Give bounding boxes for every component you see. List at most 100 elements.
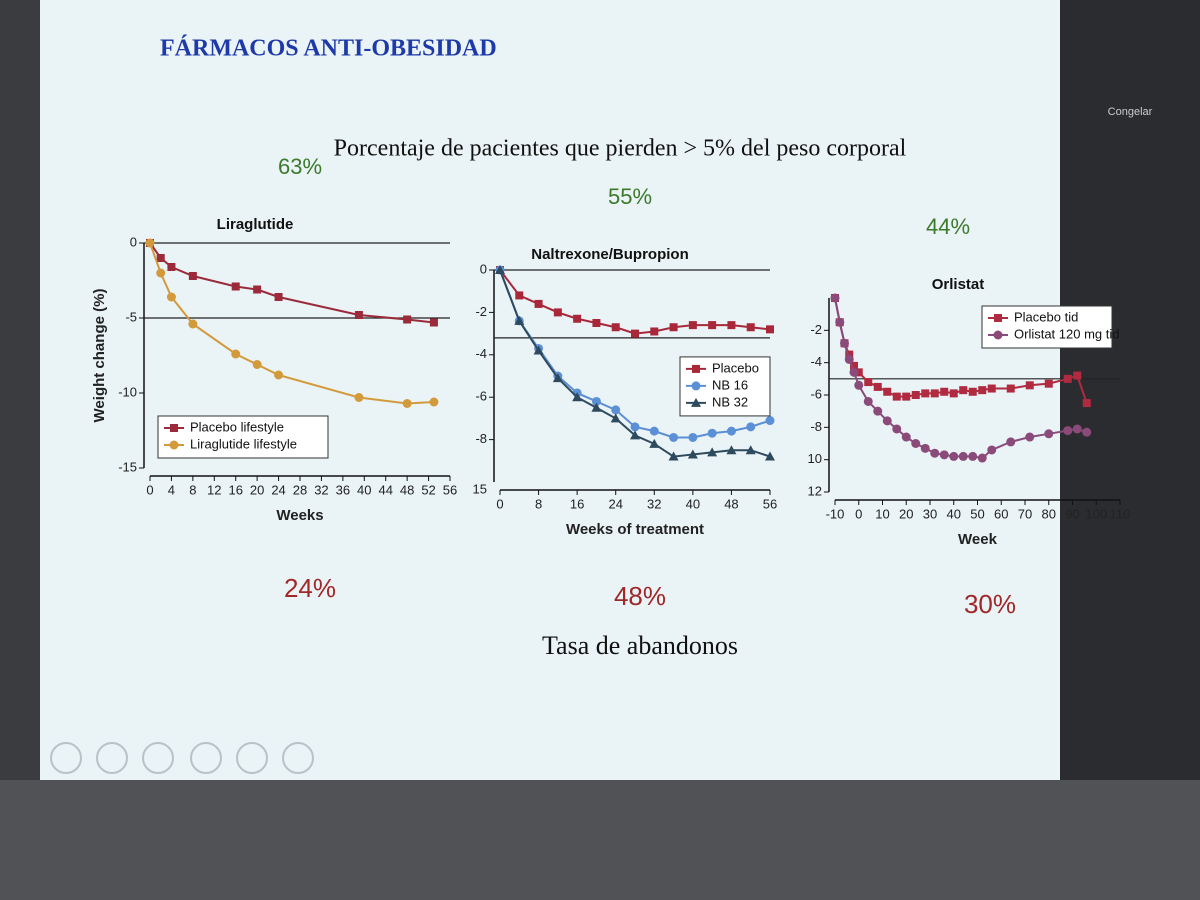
x-tick-label: 40 bbox=[357, 482, 371, 497]
y-tick-label: 10 bbox=[808, 451, 822, 466]
nav-buttons bbox=[50, 742, 314, 774]
marker bbox=[940, 387, 949, 396]
dropout-rate: 48% bbox=[614, 581, 666, 611]
legend-marker bbox=[692, 364, 700, 373]
screen-label: Congelar bbox=[1108, 106, 1153, 118]
marker bbox=[766, 325, 774, 334]
marker bbox=[707, 447, 718, 457]
marker bbox=[669, 432, 679, 442]
more-button[interactable] bbox=[282, 742, 314, 774]
x-tick-label: 40 bbox=[947, 506, 961, 521]
x-tick-label: 16 bbox=[570, 496, 584, 511]
marker bbox=[849, 367, 859, 377]
marker bbox=[873, 382, 882, 391]
slide-title: FÁRMACOS ANTI-OBESIDAD bbox=[160, 36, 497, 62]
chart-title: Naltrexone/Bupropion bbox=[531, 246, 689, 263]
subtitle: Porcentaje de pacientes que pierden > 5%… bbox=[334, 136, 907, 162]
x-axis-label: Week bbox=[958, 531, 998, 548]
marker bbox=[630, 430, 640, 440]
marker bbox=[1025, 432, 1035, 442]
x-tick-label: 110 bbox=[1110, 506, 1131, 521]
legend-marker bbox=[691, 381, 701, 391]
marker bbox=[1044, 429, 1054, 439]
marker bbox=[911, 439, 921, 448]
zoom-button[interactable] bbox=[236, 742, 268, 774]
y-axis-label: Weight change (%) bbox=[91, 289, 108, 423]
marker bbox=[902, 392, 911, 401]
marker bbox=[930, 448, 940, 458]
marker bbox=[977, 453, 987, 463]
marker bbox=[591, 402, 602, 412]
x-tick-label: 24 bbox=[608, 496, 622, 511]
x-tick-label: 48 bbox=[400, 482, 414, 497]
response-rate: 44% bbox=[926, 214, 970, 239]
marker bbox=[252, 360, 262, 369]
marker bbox=[840, 338, 849, 348]
x-tick-label: 52 bbox=[421, 482, 435, 497]
dropout-rate: 30% bbox=[964, 589, 1016, 619]
marker bbox=[1072, 424, 1082, 434]
pen-button[interactable] bbox=[142, 742, 174, 774]
marker bbox=[1025, 381, 1034, 390]
marker bbox=[231, 282, 240, 291]
marker bbox=[429, 318, 438, 327]
y-tick-label: -2 bbox=[475, 304, 487, 319]
prev-button[interactable] bbox=[50, 742, 82, 774]
marker bbox=[883, 387, 892, 396]
y-tick-label: -6 bbox=[475, 389, 487, 404]
marker bbox=[156, 268, 166, 278]
marker bbox=[611, 323, 620, 332]
legend-marker bbox=[993, 330, 1003, 340]
marker bbox=[987, 384, 996, 393]
marker bbox=[688, 321, 697, 330]
marker bbox=[968, 387, 977, 396]
marker bbox=[145, 238, 155, 248]
x-tick-label: 24 bbox=[271, 482, 285, 497]
marker bbox=[402, 399, 412, 408]
x-tick-label: 10 bbox=[875, 506, 889, 521]
marker bbox=[727, 321, 736, 330]
marker bbox=[1006, 384, 1015, 393]
x-axis-label: Weeks of treatment bbox=[566, 521, 704, 538]
next-button[interactable] bbox=[96, 742, 128, 774]
x-tick-label: 100 bbox=[1085, 506, 1107, 521]
marker bbox=[854, 380, 864, 390]
marker bbox=[901, 432, 911, 442]
legend-box bbox=[157, 415, 329, 459]
y-tick-label: 12 bbox=[808, 483, 822, 498]
marker bbox=[274, 293, 283, 301]
slides-button[interactable] bbox=[190, 742, 222, 774]
x-tick-label: 70 bbox=[1018, 506, 1032, 521]
marker bbox=[572, 392, 583, 402]
y-tick-label: 0 bbox=[130, 234, 137, 249]
x-tick-label: 0 bbox=[855, 506, 862, 521]
marker bbox=[553, 308, 562, 317]
x-tick-label: 44 bbox=[378, 482, 392, 497]
y-tick-label: -8 bbox=[475, 431, 487, 446]
x-tick-label: 40 bbox=[686, 496, 700, 511]
marker bbox=[726, 426, 736, 436]
marker bbox=[726, 445, 737, 455]
marker bbox=[921, 389, 930, 398]
dropout-caption: Tasa de abandonos bbox=[542, 631, 738, 660]
wall bbox=[0, 780, 1200, 900]
x-tick-label: 28 bbox=[293, 482, 307, 497]
marker bbox=[688, 432, 698, 442]
marker bbox=[188, 319, 198, 329]
marker bbox=[354, 393, 364, 402]
x-tick-label: 16 bbox=[228, 482, 242, 497]
marker bbox=[649, 438, 660, 448]
chart-title: Orlistat bbox=[932, 276, 985, 293]
chart: Naltrexone/Bupropion 0 -2 -4 -6 -8 15 0 8 16 24 32 4… bbox=[473, 246, 778, 538]
marker bbox=[1063, 374, 1072, 383]
legend-label: Orlistat 120 mg tid bbox=[1014, 326, 1120, 341]
response-rate: 63% bbox=[278, 154, 322, 179]
y-tick-label: -2 bbox=[810, 322, 822, 337]
marker bbox=[534, 299, 543, 308]
marker bbox=[1063, 426, 1073, 436]
legend-label: Placebo lifestyle bbox=[190, 419, 284, 434]
marker bbox=[882, 416, 892, 426]
y-tick-label: -15 bbox=[118, 459, 137, 474]
y-tick-label: -5 bbox=[125, 309, 137, 324]
